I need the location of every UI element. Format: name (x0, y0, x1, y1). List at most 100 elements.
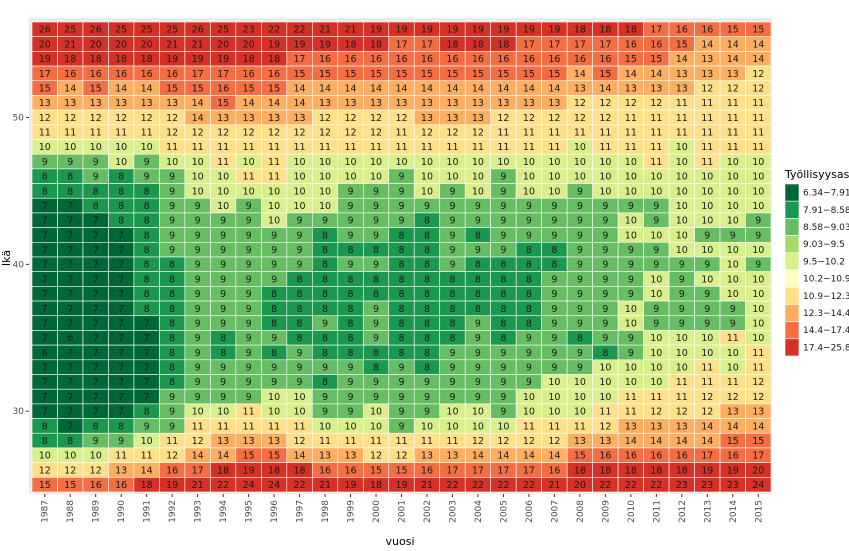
cell-value-label: 18 (141, 54, 153, 65)
cell-value-label: 9 (449, 377, 455, 388)
cell-value-label: 9 (67, 157, 73, 168)
cell-value-label: 10 (192, 186, 204, 197)
cell-value-label: 14 (497, 451, 509, 462)
cell-value-label: 14 (727, 54, 739, 65)
cell-value-label: 17 (472, 465, 484, 476)
cell-value-label: 9 (449, 245, 455, 256)
cell-value-label: 15 (676, 39, 688, 50)
cell-value-label: 9 (297, 348, 303, 359)
cell-value-label: 10 (268, 186, 280, 197)
cell-value-label: 10 (752, 274, 764, 285)
cell-value-label: 13 (421, 451, 433, 462)
cell-value-label: 16 (115, 480, 127, 491)
cell-value-label: 13 (701, 69, 713, 80)
cell-value-label: 7 (67, 407, 73, 418)
cell-value-label: 9 (551, 304, 557, 315)
cell-value-label: 10 (192, 157, 204, 168)
cell-value-label: 8 (118, 172, 124, 183)
cell-value-label: 14 (294, 83, 306, 94)
cell-value-label: 11 (268, 157, 280, 168)
cell-value-label: 17 (217, 69, 229, 80)
cell-value-label: 9 (653, 201, 659, 212)
cell-value-label: 13 (319, 98, 331, 109)
cell-value-label: 14 (319, 83, 331, 94)
cell-value-label: 9 (730, 304, 736, 315)
cell-value-label: 9 (424, 377, 430, 388)
cell-value-label: 8 (169, 333, 175, 344)
cell-value-label: 7 (93, 304, 99, 315)
cell-value-label: 11 (166, 142, 178, 153)
cell-value-label: 19 (217, 54, 229, 65)
cell-value-label: 8 (144, 186, 150, 197)
cell-value-label: 9 (704, 289, 710, 300)
cell-value-label: 13 (701, 54, 713, 65)
cell-value-label: 7 (93, 245, 99, 256)
cell-value-label: 7 (118, 377, 124, 388)
cell-value-label: 10 (676, 172, 688, 183)
cell-value-label: 8 (424, 216, 430, 227)
cell-value-label: 10 (676, 201, 688, 212)
cell-value-label: 9 (169, 172, 175, 183)
cell-value-label: 9 (449, 201, 455, 212)
cell-value-label: 18 (90, 54, 102, 65)
cell-value-label: 11 (523, 142, 535, 153)
cell-value-label: 15 (727, 25, 739, 36)
cell-value-label: 11 (625, 128, 637, 139)
cell-value-label: 18 (497, 39, 509, 50)
cell-value-label: 11 (701, 113, 713, 124)
cell-value-label: 9 (704, 304, 710, 315)
cell-value-label: 10 (701, 348, 713, 359)
cell-value-label: 7 (118, 245, 124, 256)
cell-value-label: 9 (144, 157, 150, 168)
cell-value-label: 9 (398, 201, 404, 212)
cell-value-label: 6 (67, 333, 73, 344)
x-axis-ticks: 1987 1988 1989 1990 1991 1992 1993 1994 1995 1996… (41, 494, 764, 523)
cell-value-label: 9 (602, 260, 608, 271)
cell-value-label: 8 (144, 260, 150, 271)
cell-value-label: 13 (243, 113, 255, 124)
cell-value-label: 11 (243, 172, 255, 183)
cell-value-label: 12 (523, 436, 535, 447)
cell-value-label: 9 (93, 172, 99, 183)
cell-value-label: 13 (752, 407, 764, 418)
cell-value-label: 14 (676, 54, 688, 65)
cell-value-label: 19 (344, 480, 356, 491)
cell-value-label: 7 (118, 407, 124, 418)
x-tick-label: 2012 (678, 500, 688, 523)
cell-value-label: 11 (548, 142, 560, 153)
cell-value-label: 9 (246, 333, 252, 344)
cell-value-label: 14 (192, 113, 204, 124)
cell-value-label: 11 (599, 407, 611, 418)
cell-value-label: 8 (398, 289, 404, 300)
cell-value-label: 10 (497, 157, 509, 168)
cell-value-label: 10 (701, 201, 713, 212)
cell-value-label: 14 (472, 451, 484, 462)
cell-value-label: 12 (701, 83, 713, 94)
cell-value-label: 6 (42, 348, 48, 359)
cell-value-label: 16 (344, 465, 356, 476)
cell-value-label: 9 (577, 186, 583, 197)
cell-value-label: 9 (500, 186, 506, 197)
cell-value-label: 12 (370, 113, 382, 124)
cell-value-label: 14 (548, 83, 560, 94)
cell-value-label: 10 (395, 157, 407, 168)
cell-value-label: 24 (268, 480, 280, 491)
cell-value-label: 7 (93, 348, 99, 359)
cell-value-label: 9 (679, 304, 685, 315)
cell-value-label: 13 (523, 98, 535, 109)
cell-value-label: 9 (373, 377, 379, 388)
cell-value-label: 16 (727, 451, 739, 462)
cell-value-label: 14 (523, 451, 535, 462)
cell-value-label: 14 (64, 83, 76, 94)
cell-value-label: 11 (395, 436, 407, 447)
cell-value-label: 13 (446, 98, 458, 109)
cell-value-label: 13 (421, 113, 433, 124)
x-tick-label: 2014 (729, 500, 739, 523)
cell-value-label: 17 (523, 39, 535, 50)
cell-value-label: 16 (370, 54, 382, 65)
cell-value-label: 14 (141, 83, 153, 94)
cell-value-label: 7 (93, 230, 99, 241)
cell-value-label: 14 (192, 98, 204, 109)
cell-value-label: 16 (141, 69, 153, 80)
cell-value-label: 19 (294, 39, 306, 50)
